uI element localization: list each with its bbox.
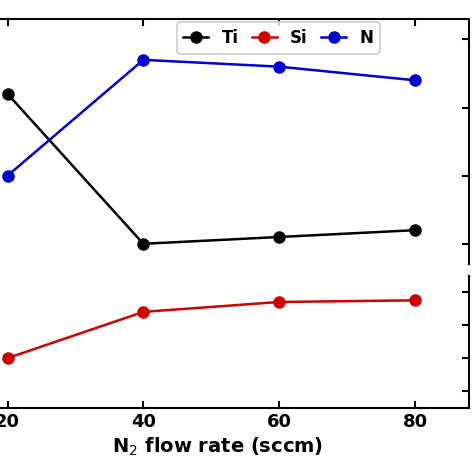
- Legend: Ti, Si, N: Ti, Si, N: [177, 22, 380, 54]
- X-axis label: N$_2$ flow rate (sccm): N$_2$ flow rate (sccm): [112, 436, 324, 458]
